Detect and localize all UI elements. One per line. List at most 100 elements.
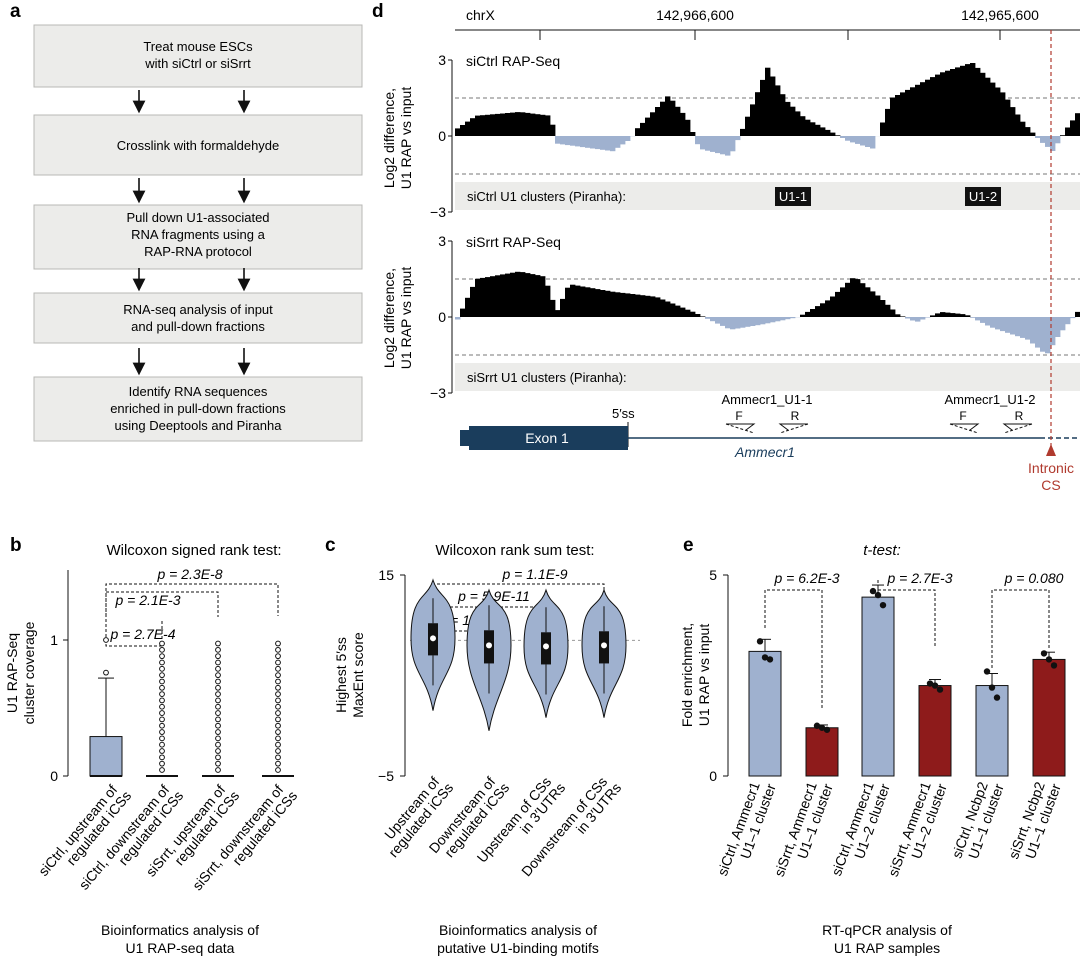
track2-signal-bar xyxy=(690,311,696,317)
track2-signal-bar xyxy=(1005,317,1011,333)
track2-signal-bar xyxy=(805,311,811,317)
track1-signal-bar xyxy=(790,106,796,136)
track2-signal-bar xyxy=(725,317,731,329)
track2-signal-bar xyxy=(1000,317,1006,332)
track2-signal-bar xyxy=(655,297,661,317)
track2-signal-bar xyxy=(1025,317,1031,340)
outlier-point xyxy=(275,735,281,742)
track2-cluster-band xyxy=(455,363,1080,391)
track2-signal-bar xyxy=(640,295,646,317)
panel-e-ytick-0: 0 xyxy=(709,768,717,784)
outlier-point xyxy=(159,760,165,767)
outlier-point xyxy=(215,722,221,729)
track2-signal-bar xyxy=(1070,317,1076,319)
track1-signal-bar xyxy=(1075,113,1080,136)
track2-signal-bar xyxy=(1045,317,1051,354)
track1-signal-bar xyxy=(850,136,856,143)
track1-signal-bar xyxy=(695,136,701,145)
track1-signal-bar xyxy=(810,122,816,136)
box-1 xyxy=(89,736,123,777)
outlier-point xyxy=(159,710,165,716)
outlier-point xyxy=(215,646,221,653)
track2-signal-bar xyxy=(485,277,491,317)
track1-signal-bar xyxy=(860,136,866,146)
track1-signal-bar xyxy=(725,136,731,156)
track2-signal-bar xyxy=(970,317,976,318)
track1-signal-bar xyxy=(1030,132,1036,136)
panel-b: b Wilcoxon signed rank test: p = 2.3E-8 … xyxy=(4,535,300,956)
track2-ytick-3: 3 xyxy=(438,233,446,249)
panel-c-xlabels: Upstream of regulated iCSs Downstream of… xyxy=(381,774,624,880)
outlier-point xyxy=(159,741,165,748)
track1-signal-bar xyxy=(1015,114,1021,136)
track1-signal-bar xyxy=(830,132,836,136)
track2-signal-bar xyxy=(585,287,591,317)
outlier-point xyxy=(275,754,281,761)
track2-signal-bar xyxy=(645,295,651,317)
gene-name: Ammecr1 xyxy=(734,444,795,460)
track1-signal-bar xyxy=(910,87,916,136)
track2-signal-bar xyxy=(610,291,616,317)
panel-c-pval-1: p = 1.1E-9 xyxy=(502,566,568,582)
track1-signal-bar xyxy=(820,127,826,136)
panel-e-plot xyxy=(748,584,1066,777)
track2-signal-bar xyxy=(765,317,771,324)
outlier-point xyxy=(275,659,281,666)
replicate-point xyxy=(874,591,882,599)
track2-signal-bar xyxy=(745,317,751,327)
track1-signal-bar xyxy=(780,94,786,136)
track2-signal-bar xyxy=(1040,317,1046,352)
primer1-f: F xyxy=(735,409,742,423)
track2-signal-bar xyxy=(465,297,471,317)
coordinate-ticks xyxy=(539,30,1001,40)
track1-signal-bar xyxy=(950,69,956,136)
track1-signal-bar xyxy=(1040,136,1046,143)
track2-signal-bar xyxy=(940,312,946,317)
replicate-point xyxy=(823,726,831,733)
track2-signal-bar xyxy=(600,290,606,317)
track2-signal-bar xyxy=(510,272,516,317)
track1-signal-bar xyxy=(1010,107,1016,136)
step-box-5 xyxy=(33,376,363,442)
track1-signal-bar xyxy=(760,79,766,136)
track1-signal-bar xyxy=(485,114,491,136)
cluster-box-u1-1 xyxy=(775,187,811,206)
track1-signal-bar xyxy=(610,136,616,152)
track1-yaxis xyxy=(448,59,453,213)
cs-arrowhead xyxy=(1046,444,1056,456)
track1-title: siCtrl RAP-Seq xyxy=(466,53,560,69)
track2-signal-bar xyxy=(505,273,511,317)
track1-signal-bar xyxy=(800,116,806,136)
track2-signal-bar xyxy=(1010,317,1016,335)
outlier-point xyxy=(215,735,221,742)
track2-signal-bar xyxy=(675,305,681,317)
replicate-point xyxy=(869,587,877,595)
outlier-point xyxy=(159,646,165,653)
track2-signal-bar xyxy=(550,299,556,317)
track2-signal-bar xyxy=(615,292,621,317)
outlier-point xyxy=(159,640,165,647)
track2-signal-bar xyxy=(460,308,466,317)
track2-signal-bar xyxy=(930,315,936,317)
panel-e-pval-1: p = 6.2E-3 xyxy=(774,570,840,586)
track1-signal-bar xyxy=(740,128,746,136)
track2-signal-bar xyxy=(915,317,921,322)
panel-c: c Wilcoxon rank sum test: p = 1.1E-9 p =… xyxy=(325,535,640,956)
track2-signal-bar xyxy=(945,312,951,317)
track2-signal-bar xyxy=(680,307,686,317)
outlier-point xyxy=(159,767,165,773)
bar-5 xyxy=(975,685,1009,777)
track2-yaxis xyxy=(448,240,453,394)
outlier-point xyxy=(275,741,281,748)
track2-signal-bar xyxy=(1020,317,1026,338)
track2-signal-bar xyxy=(685,309,691,317)
replicate-point xyxy=(761,654,769,661)
step-box-2 xyxy=(33,114,363,176)
replicate-point xyxy=(936,686,944,693)
track1-signal-bar xyxy=(895,95,901,136)
track2-ytick-neg3: −3 xyxy=(430,385,446,401)
track2-signal-bar xyxy=(520,272,526,317)
track1-signal-bar xyxy=(745,116,751,136)
track1-signal-bar xyxy=(890,97,896,136)
